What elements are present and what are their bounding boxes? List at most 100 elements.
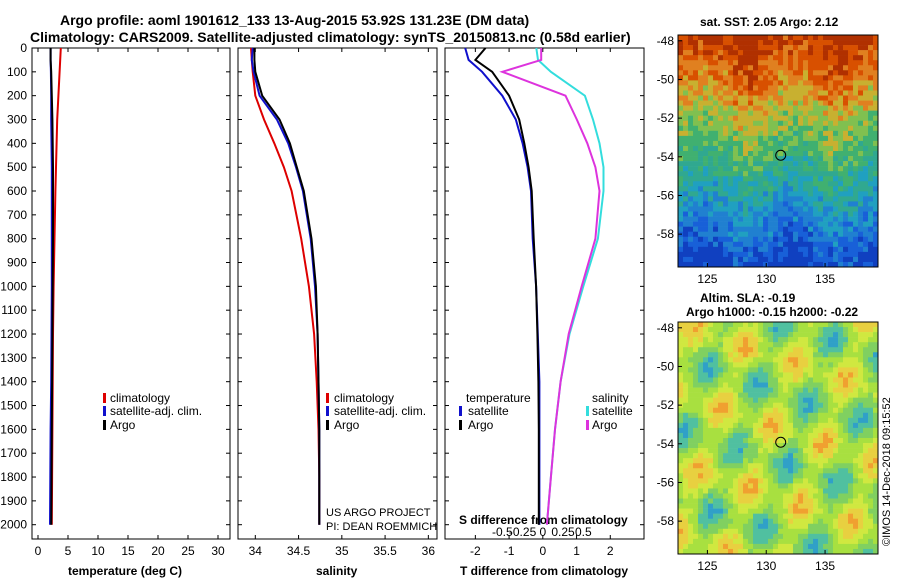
sst-cell [743, 226, 749, 232]
sst-cell [763, 161, 769, 167]
sla-cell [748, 498, 754, 504]
sla-cell [813, 528, 819, 535]
sst-cell [688, 151, 694, 157]
sst-cell [763, 110, 769, 116]
sst-cell [778, 241, 784, 248]
sla-cell [763, 367, 769, 373]
sst-cell [808, 171, 814, 177]
sla-cell [828, 402, 834, 409]
sla-cell [848, 528, 854, 535]
difference-panel [444, 47, 645, 540]
sla-cell [803, 382, 809, 388]
sst-cell [808, 80, 814, 86]
sla-cell [838, 493, 844, 499]
sla-cell [753, 508, 759, 514]
sla-cell [678, 438, 684, 444]
sst-cell [683, 85, 689, 91]
sst-cell [843, 95, 849, 101]
sla-cell [698, 513, 704, 519]
sla-cell [763, 377, 769, 383]
sst-cell [763, 256, 769, 263]
sla-cell [693, 438, 699, 444]
sst-cell [698, 130, 704, 137]
sst-cell [863, 40, 869, 46]
sst-cell [868, 65, 874, 71]
sst-cell [868, 45, 874, 51]
sla-cell [718, 372, 724, 378]
sst-cell [863, 211, 869, 217]
sst-cell [698, 226, 704, 232]
sla-cell [708, 412, 714, 419]
sst-cell [723, 80, 729, 86]
sst-cell [718, 171, 724, 177]
sla-cell [873, 362, 879, 368]
sla-cell [848, 548, 854, 555]
sla-cell [838, 438, 844, 444]
sst-cell [818, 140, 824, 147]
sla-cell [748, 523, 754, 530]
sst-cell [693, 40, 699, 46]
sst-cell [723, 211, 729, 217]
sst-cell [748, 261, 754, 268]
sla-cell [678, 508, 684, 514]
sst-cell [778, 211, 784, 217]
x-tick-label: -1 [504, 544, 515, 558]
sla-cell [868, 443, 874, 449]
sla-cell [773, 443, 779, 449]
sst-cell [838, 35, 844, 41]
sst-cell [803, 171, 809, 177]
sla-cell [838, 412, 844, 419]
sst-cell [698, 145, 704, 152]
sla-cell [738, 483, 744, 489]
sst-cell [683, 90, 689, 96]
sst-cell [763, 211, 769, 217]
sla-cell [798, 493, 804, 499]
sla-cell [828, 488, 834, 494]
x-tick-label: 25 [181, 544, 195, 558]
sla-cell [733, 483, 739, 489]
sla-cell [748, 533, 754, 540]
sla-cell [793, 483, 799, 489]
sst-cell [688, 196, 694, 202]
sst-cell [768, 236, 774, 243]
sla-cell [698, 382, 704, 388]
sla-cell [708, 352, 714, 358]
sla-cell [718, 478, 724, 484]
sst-cell [708, 186, 714, 192]
sst-cell [713, 55, 719, 61]
sst-cell [698, 70, 704, 76]
sst-cell [803, 256, 809, 263]
sst-cell [728, 251, 734, 258]
sst-cell [798, 151, 804, 157]
sst-cell [723, 151, 729, 157]
sla-cell [793, 508, 799, 514]
sst-cell [743, 55, 749, 61]
sst-cell [793, 70, 799, 76]
sla-cell [833, 498, 839, 504]
sla-cell [743, 322, 749, 328]
sla-cell [758, 483, 764, 489]
sla-cell [743, 432, 749, 439]
sla-cell [818, 362, 824, 368]
sst-cell [853, 166, 859, 172]
series-line-temperature-argo [473, 47, 540, 525]
sst-cell [813, 256, 819, 263]
sst-cell [708, 171, 714, 177]
sst-cell [763, 236, 769, 243]
sst-cell [813, 211, 819, 217]
sst-cell [753, 166, 759, 172]
sst-cell [863, 236, 869, 243]
sst-cell [788, 65, 794, 71]
sla-cell [818, 523, 824, 530]
sst-cell [708, 151, 714, 157]
sla-cell [823, 407, 829, 414]
sla-cell [788, 417, 794, 424]
depth-tick-label: 1700 [0, 446, 27, 460]
sla-cell [683, 327, 689, 333]
sst-cell [803, 45, 809, 51]
sst-cell [863, 216, 869, 222]
sla-cell [858, 382, 864, 388]
sst-cell [713, 186, 719, 192]
sla-cell [768, 513, 774, 519]
sst-cell [783, 241, 789, 248]
